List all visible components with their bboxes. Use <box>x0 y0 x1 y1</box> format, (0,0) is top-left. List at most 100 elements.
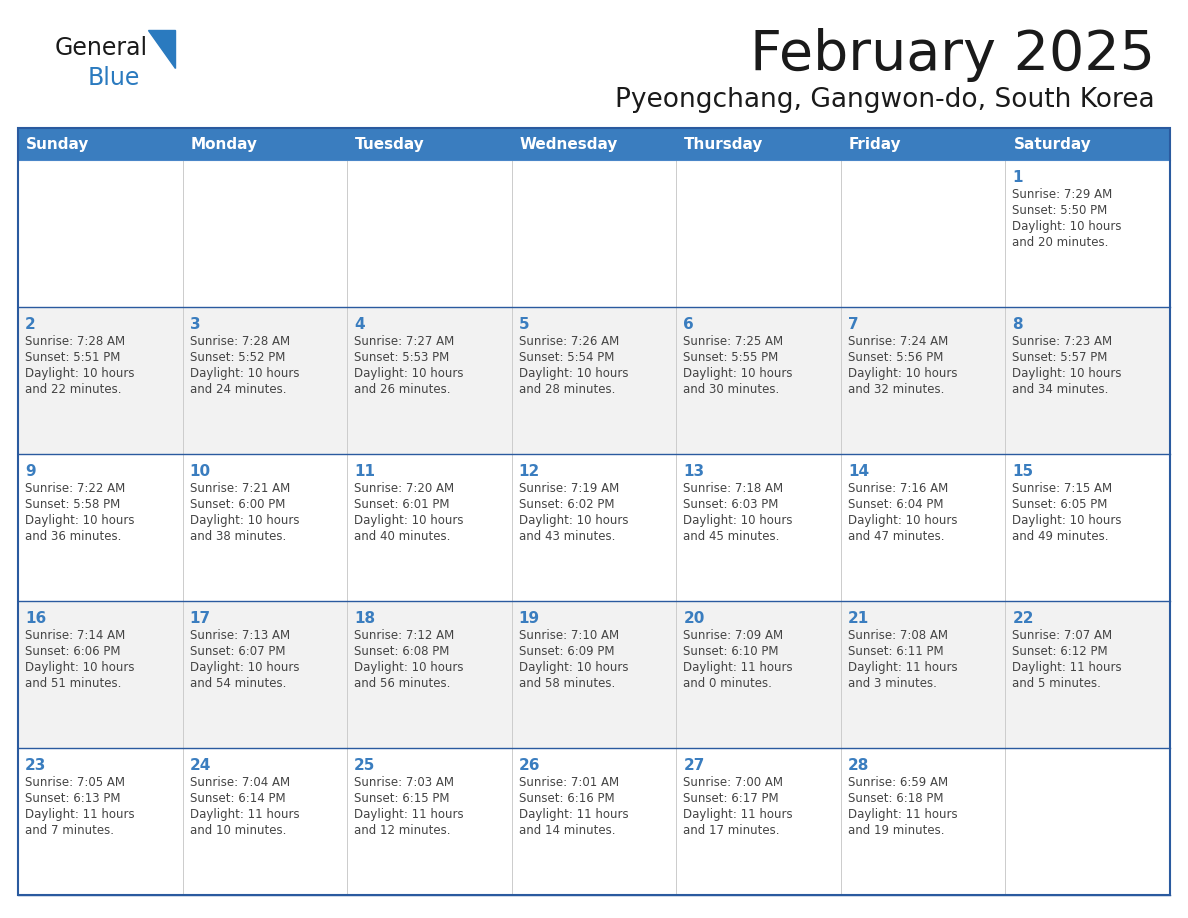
Polygon shape <box>148 30 175 68</box>
Bar <box>841 160 1005 307</box>
Text: Daylight: 11 hours: Daylight: 11 hours <box>683 808 792 821</box>
Text: and 38 minutes.: and 38 minutes. <box>190 530 286 543</box>
Text: Sunset: 6:12 PM: Sunset: 6:12 PM <box>1012 645 1108 658</box>
Text: Sunrise: 7:03 AM: Sunrise: 7:03 AM <box>354 776 454 789</box>
Text: 10: 10 <box>190 464 210 479</box>
Text: 18: 18 <box>354 611 375 626</box>
Text: Sunset: 6:10 PM: Sunset: 6:10 PM <box>683 645 779 658</box>
Text: Sunset: 6:16 PM: Sunset: 6:16 PM <box>519 792 614 805</box>
Text: Sunset: 6:04 PM: Sunset: 6:04 PM <box>848 498 943 511</box>
Bar <box>347 601 512 748</box>
Bar <box>347 748 512 895</box>
Bar <box>676 601 841 748</box>
Text: and 32 minutes.: and 32 minutes. <box>848 383 944 396</box>
Bar <box>1005 307 1170 454</box>
Text: and 26 minutes.: and 26 minutes. <box>354 383 450 396</box>
Text: 13: 13 <box>683 464 704 479</box>
Bar <box>841 454 1005 601</box>
Text: and 49 minutes.: and 49 minutes. <box>1012 530 1108 543</box>
Text: Sunrise: 7:28 AM: Sunrise: 7:28 AM <box>25 335 125 348</box>
Text: Sunset: 5:58 PM: Sunset: 5:58 PM <box>25 498 120 511</box>
Text: 25: 25 <box>354 758 375 773</box>
Text: Sunset: 5:52 PM: Sunset: 5:52 PM <box>190 351 285 364</box>
Text: Daylight: 10 hours: Daylight: 10 hours <box>848 367 958 380</box>
Bar <box>183 128 347 160</box>
Bar <box>347 454 512 601</box>
Text: Sunday: Sunday <box>26 137 89 151</box>
Bar <box>676 454 841 601</box>
Bar <box>18 128 1170 895</box>
Bar <box>18 454 183 601</box>
Text: Saturday: Saturday <box>1013 137 1092 151</box>
Text: Sunrise: 7:01 AM: Sunrise: 7:01 AM <box>519 776 619 789</box>
Bar <box>1005 454 1170 601</box>
Text: Sunset: 5:55 PM: Sunset: 5:55 PM <box>683 351 778 364</box>
Bar <box>841 128 1005 160</box>
Text: and 14 minutes.: and 14 minutes. <box>519 824 615 837</box>
Text: Daylight: 10 hours: Daylight: 10 hours <box>354 661 463 674</box>
Text: Daylight: 10 hours: Daylight: 10 hours <box>1012 220 1121 233</box>
Text: Sunrise: 7:20 AM: Sunrise: 7:20 AM <box>354 482 454 495</box>
Bar <box>183 307 347 454</box>
Text: 19: 19 <box>519 611 539 626</box>
Text: 11: 11 <box>354 464 375 479</box>
Text: Sunset: 6:05 PM: Sunset: 6:05 PM <box>1012 498 1107 511</box>
Text: Daylight: 10 hours: Daylight: 10 hours <box>519 661 628 674</box>
Text: and 0 minutes.: and 0 minutes. <box>683 677 772 690</box>
Text: Daylight: 10 hours: Daylight: 10 hours <box>190 661 299 674</box>
Text: and 24 minutes.: and 24 minutes. <box>190 383 286 396</box>
Bar <box>512 601 676 748</box>
Text: Sunset: 6:00 PM: Sunset: 6:00 PM <box>190 498 285 511</box>
Text: Sunrise: 7:16 AM: Sunrise: 7:16 AM <box>848 482 948 495</box>
Text: Sunrise: 7:27 AM: Sunrise: 7:27 AM <box>354 335 454 348</box>
Text: Sunrise: 7:13 AM: Sunrise: 7:13 AM <box>190 629 290 642</box>
Text: 1: 1 <box>1012 170 1023 185</box>
Bar <box>512 454 676 601</box>
Text: and 54 minutes.: and 54 minutes. <box>190 677 286 690</box>
Text: Daylight: 11 hours: Daylight: 11 hours <box>848 808 958 821</box>
Bar <box>183 160 347 307</box>
Bar <box>347 160 512 307</box>
Bar <box>512 128 676 160</box>
Bar <box>1005 160 1170 307</box>
Bar <box>841 307 1005 454</box>
Text: Sunset: 6:06 PM: Sunset: 6:06 PM <box>25 645 120 658</box>
Text: 6: 6 <box>683 317 694 332</box>
Text: and 51 minutes.: and 51 minutes. <box>25 677 121 690</box>
Bar <box>512 307 676 454</box>
Text: Daylight: 10 hours: Daylight: 10 hours <box>683 367 792 380</box>
Text: 15: 15 <box>1012 464 1034 479</box>
Text: 21: 21 <box>848 611 870 626</box>
Bar <box>347 128 512 160</box>
Text: Daylight: 10 hours: Daylight: 10 hours <box>354 514 463 527</box>
Text: Friday: Friday <box>849 137 902 151</box>
Text: Sunrise: 7:04 AM: Sunrise: 7:04 AM <box>190 776 290 789</box>
Text: Sunset: 6:09 PM: Sunset: 6:09 PM <box>519 645 614 658</box>
Text: and 28 minutes.: and 28 minutes. <box>519 383 615 396</box>
Text: and 43 minutes.: and 43 minutes. <box>519 530 615 543</box>
Text: Sunset: 6:07 PM: Sunset: 6:07 PM <box>190 645 285 658</box>
Text: Daylight: 10 hours: Daylight: 10 hours <box>354 367 463 380</box>
Bar <box>183 601 347 748</box>
Text: 26: 26 <box>519 758 541 773</box>
Text: and 47 minutes.: and 47 minutes. <box>848 530 944 543</box>
Bar <box>841 748 1005 895</box>
Text: General: General <box>55 36 148 60</box>
Text: and 34 minutes.: and 34 minutes. <box>1012 383 1108 396</box>
Bar <box>183 454 347 601</box>
Text: Sunset: 5:56 PM: Sunset: 5:56 PM <box>848 351 943 364</box>
Text: February 2025: February 2025 <box>750 28 1155 82</box>
Text: Sunset: 5:57 PM: Sunset: 5:57 PM <box>1012 351 1107 364</box>
Text: Sunrise: 6:59 AM: Sunrise: 6:59 AM <box>848 776 948 789</box>
Text: Sunrise: 7:22 AM: Sunrise: 7:22 AM <box>25 482 125 495</box>
Text: Sunset: 5:54 PM: Sunset: 5:54 PM <box>519 351 614 364</box>
Text: Sunrise: 7:08 AM: Sunrise: 7:08 AM <box>848 629 948 642</box>
Text: and 36 minutes.: and 36 minutes. <box>25 530 121 543</box>
Text: Daylight: 11 hours: Daylight: 11 hours <box>848 661 958 674</box>
Text: and 45 minutes.: and 45 minutes. <box>683 530 779 543</box>
Text: Sunrise: 7:28 AM: Sunrise: 7:28 AM <box>190 335 290 348</box>
Text: Sunset: 6:03 PM: Sunset: 6:03 PM <box>683 498 778 511</box>
Bar <box>183 748 347 895</box>
Text: Sunrise: 7:29 AM: Sunrise: 7:29 AM <box>1012 188 1113 201</box>
Text: Sunrise: 7:18 AM: Sunrise: 7:18 AM <box>683 482 783 495</box>
